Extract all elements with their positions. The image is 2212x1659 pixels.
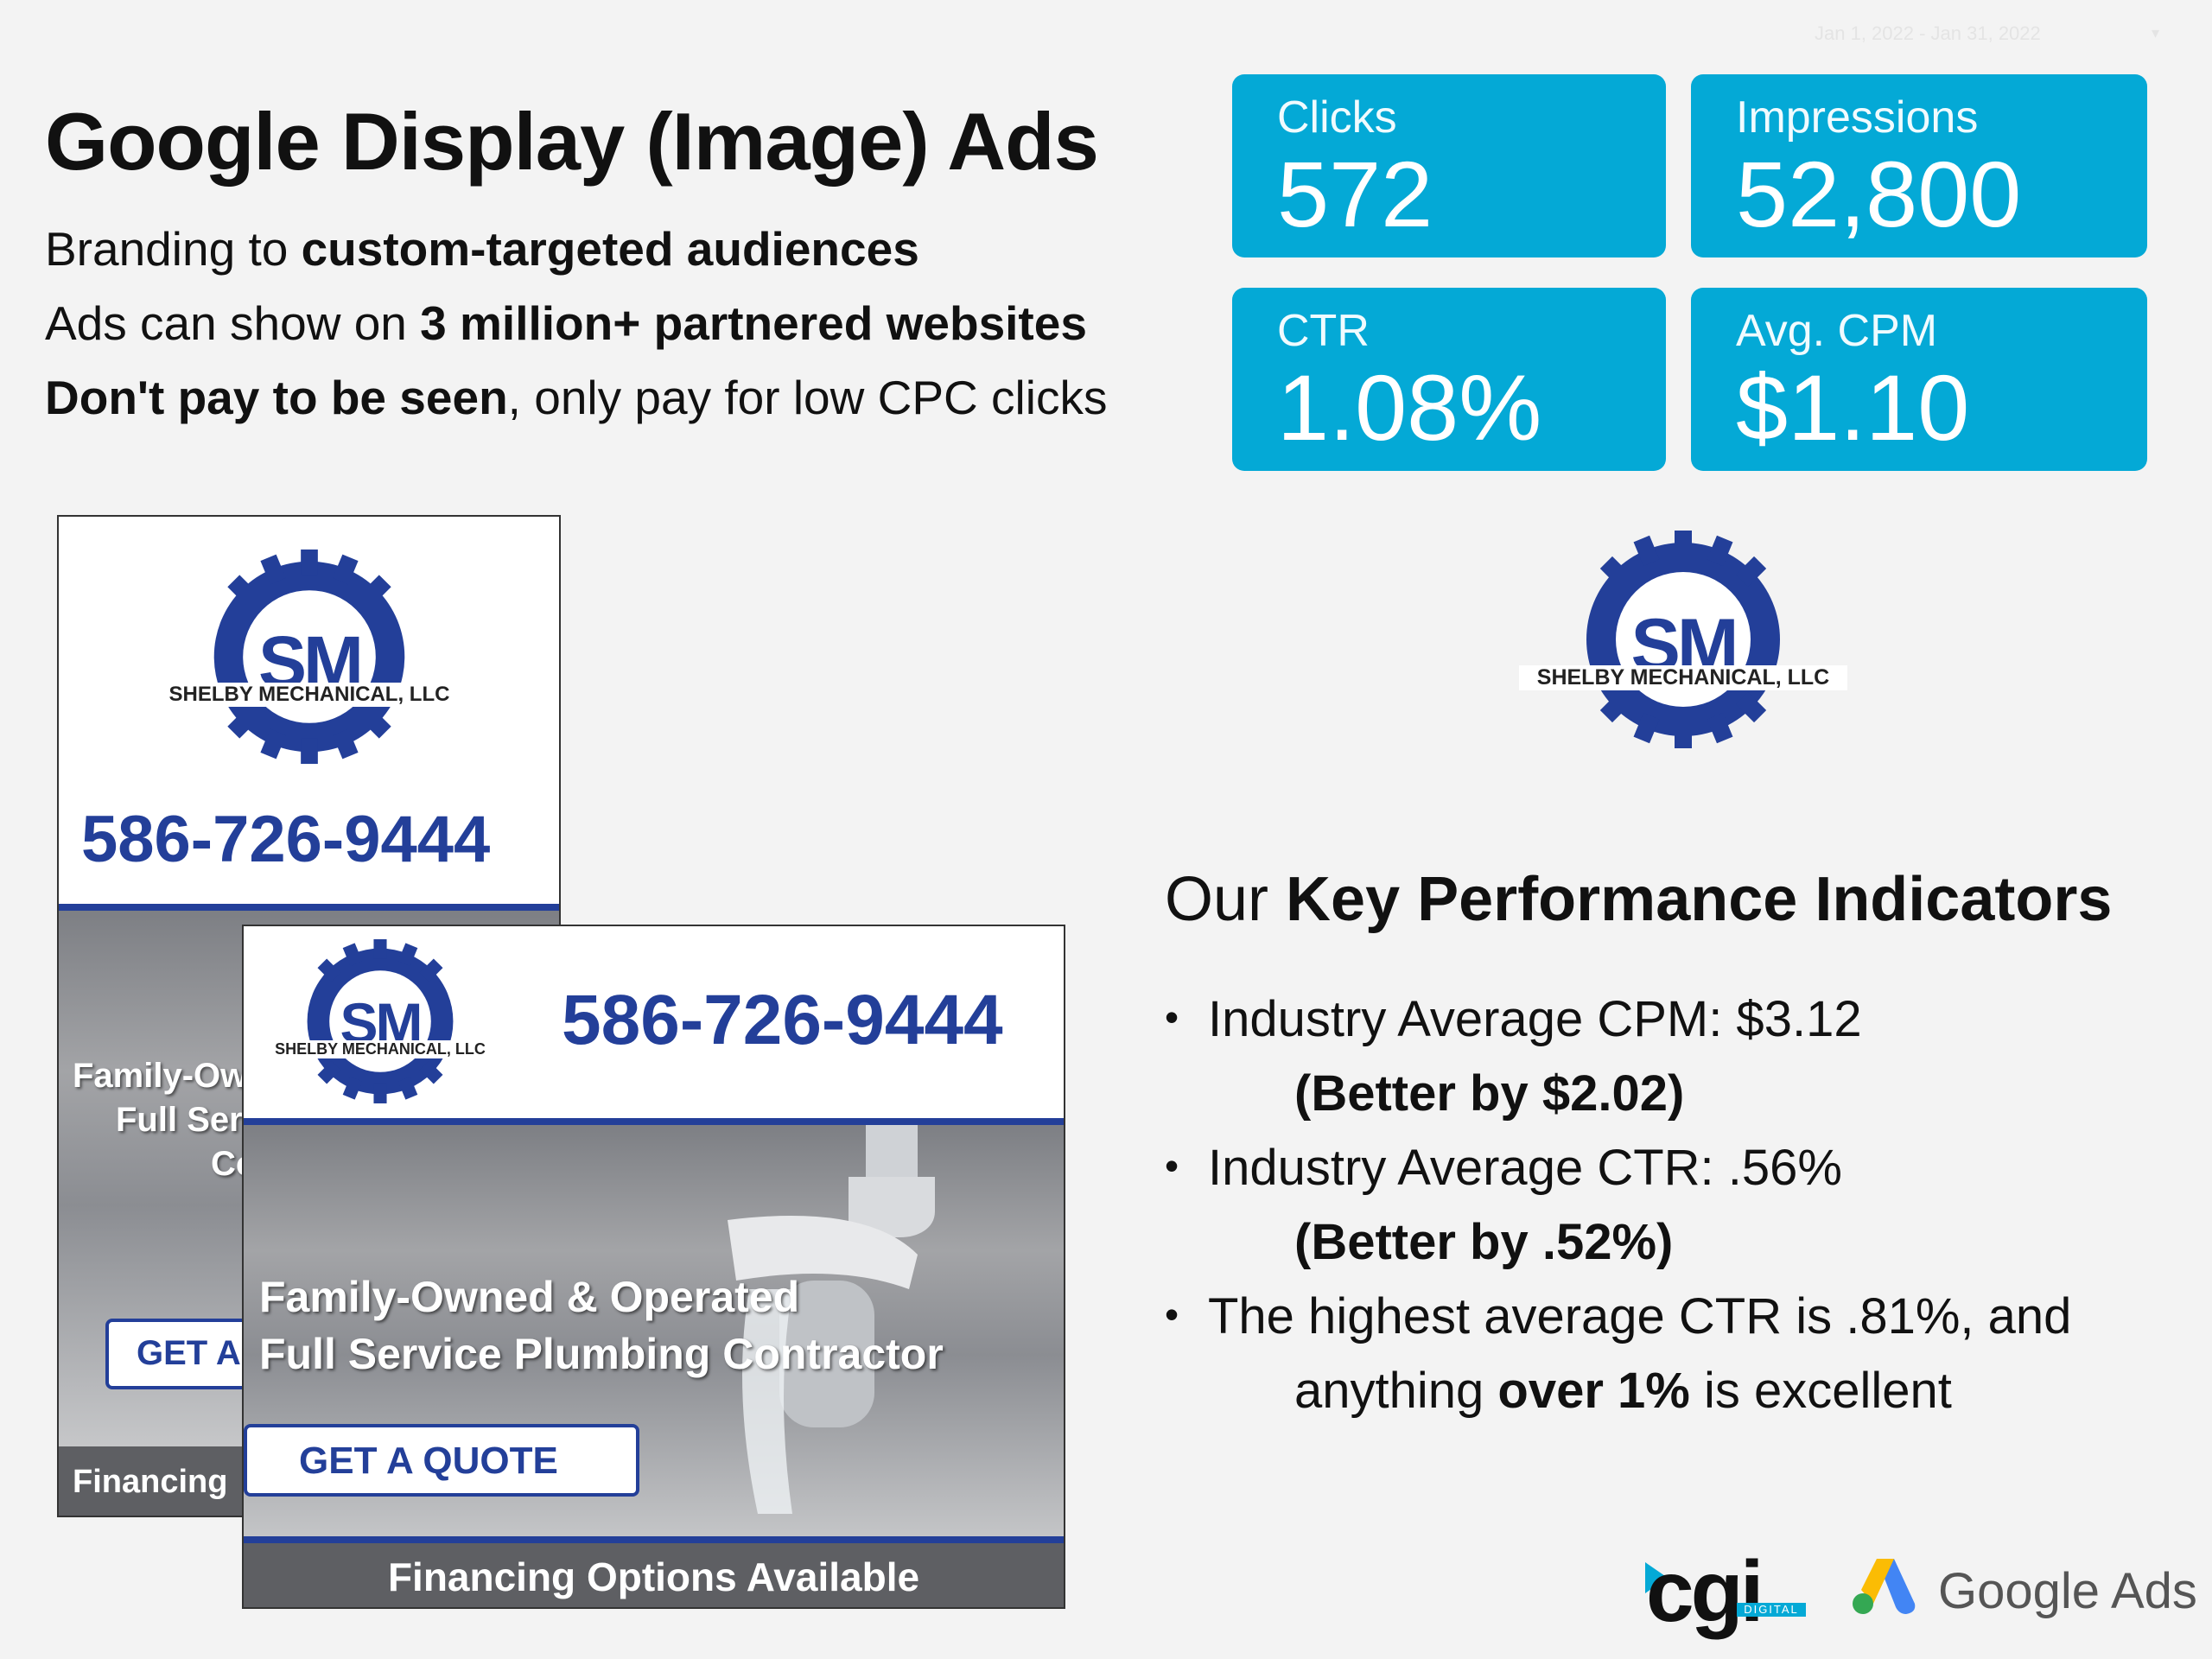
kpi-value: 1.08% xyxy=(1277,355,1542,460)
ad-footer: Financing Options Available xyxy=(244,1543,1064,1607)
shelby-mechanical-logo: SM SHELBY MECHANICAL, LLC xyxy=(244,937,517,1106)
ad-tagline: Family-Owned & Operated xyxy=(259,1273,800,1321)
ad-header: SM SHELBY MECHANICAL, LLC 586-726-9444 xyxy=(59,517,559,906)
kpi-card-clicks: Clicks 572 xyxy=(1232,74,1666,257)
ad-tagline: Full Ser xyxy=(116,1101,243,1139)
kpi-bullet-text: The highest average CTR is .81%, and xyxy=(1208,1288,2072,1344)
dropdown-caret-icon[interactable]: ▾ xyxy=(2152,24,2160,41)
shelby-mechanical-logo: SM SHELBY MECHANICAL, LLC xyxy=(147,546,472,767)
kpi-card-impressions: Impressions 52,800 xyxy=(1691,74,2147,257)
kpi-bullet-sub: (Better by $2.02) xyxy=(1294,1065,1685,1122)
ad-phone-number: 586-726-9444 xyxy=(81,803,491,876)
ad-divider xyxy=(244,1118,1064,1125)
kpi-label: Impressions xyxy=(1736,92,1979,143)
bullet-icon: • xyxy=(1165,1143,1179,1188)
kpi-value: 572 xyxy=(1277,142,1433,246)
logo-company-name: SHELBY MECHANICAL, LLC xyxy=(147,683,472,707)
date-range-selector[interactable]: Jan 1, 2022 - Jan 31, 2022 xyxy=(1815,22,2041,44)
ad-tagline: Family-Ow xyxy=(73,1057,248,1095)
subtitle-line-3: Don't pay to be seen, only pay for low C… xyxy=(45,371,1108,424)
page-title: Google Display (Image) Ads xyxy=(45,96,1099,187)
kpi-label: Clicks xyxy=(1277,92,1397,143)
kpi-value: 52,800 xyxy=(1736,142,2022,246)
kpi-section-heading: Our Key Performance Indicators xyxy=(1165,865,2113,934)
cgi-play-icon xyxy=(1645,1562,1668,1593)
display-ad-wide: SM SHELBY MECHANICAL, LLC 586-726-9444 F… xyxy=(242,925,1065,1609)
kpi-bullet-text: Industry Average CPM: $3.12 xyxy=(1208,991,1862,1047)
faucet-image xyxy=(728,1125,935,1514)
ad-header: SM SHELBY MECHANICAL, LLC 586-726-9444 xyxy=(244,926,1064,1118)
subtitle-line-1: Branding to custom-targeted audiences xyxy=(45,222,919,276)
get-quote-button[interactable]: GET A QUOTE xyxy=(244,1424,639,1497)
ad-divider xyxy=(244,1536,1064,1543)
logo-company-name: SHELBY MECHANICAL, LLC xyxy=(1519,665,1847,690)
kpi-bullet-sub: anything over 1% is excellent xyxy=(1294,1363,1952,1419)
cgi-logo-sub: DIGITAL xyxy=(1737,1603,1806,1617)
kpi-value: $1.10 xyxy=(1736,355,1970,460)
shelby-mechanical-logo: SM SHELBY MECHANICAL, LLC xyxy=(1519,527,1847,752)
google-ads-icon xyxy=(1853,1559,1916,1614)
kpi-card-ctr: CTR 1.08% xyxy=(1232,288,1666,471)
bullet-icon: • xyxy=(1165,995,1179,1039)
ad-phone-number: 586-726-9444 xyxy=(562,981,1003,1059)
ad-tagline: Full Service Plumbing Contractor xyxy=(259,1330,944,1378)
cgi-logo: cgi xyxy=(1646,1543,1764,1640)
kpi-label: CTR xyxy=(1277,306,1370,356)
bullet-icon: • xyxy=(1165,1292,1179,1337)
kpi-bullet-text: Industry Average CTR: .56% xyxy=(1208,1140,1842,1196)
google-ads-logo-text: Google Ads xyxy=(1938,1563,2197,1619)
kpi-card-avg-cpm: Avg. CPM $1.10 xyxy=(1691,288,2147,471)
kpi-label: Avg. CPM xyxy=(1736,306,1938,356)
logo-company-name: SHELBY MECHANICAL, LLC xyxy=(244,1040,517,1058)
ad-divider xyxy=(59,904,559,911)
kpi-bullet-sub: (Better by .52%) xyxy=(1294,1214,1674,1270)
subtitle-line-2: Ads can show on 3 million+ partnered web… xyxy=(45,296,1087,350)
